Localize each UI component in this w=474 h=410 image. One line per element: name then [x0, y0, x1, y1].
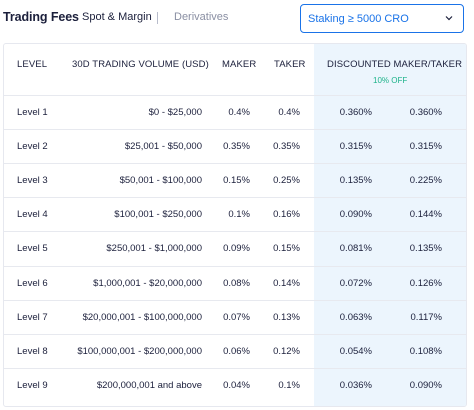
cell-taker: 0.4% [278, 107, 300, 118]
cell-maker: 0.1% [228, 209, 250, 220]
cell-discounted-taker: 0.117% [410, 312, 442, 323]
cell-discounted-maker: 0.063% [339, 312, 372, 323]
staking-tier-value: Staking ≥ 5000 CRO [308, 13, 409, 25]
cell-level: Level 7 [17, 312, 48, 323]
cell-level: Level 5 [17, 243, 48, 254]
row-divider [4, 197, 466, 198]
cell-level: Level 2 [17, 141, 48, 152]
cell-taker: 0.15% [273, 243, 300, 254]
cell-discounted-maker: 0.081% [339, 243, 372, 254]
tab-divider [157, 12, 158, 24]
row-divider [4, 231, 466, 232]
tab-spot-margin[interactable]: Spot & Margin [82, 11, 152, 23]
cell-level: Level 9 [17, 380, 48, 391]
cell-discounted-maker: 0.315% [339, 141, 372, 152]
cell-level: Level 4 [17, 209, 48, 220]
cell-volume: $1,000,001 - $20,000,000 [93, 278, 202, 289]
cell-discounted-taker: 0.225% [409, 175, 442, 186]
cell-discounted-taker: 0.135% [409, 243, 442, 254]
cell-discounted-taker: 0.315% [409, 141, 442, 152]
fee-header: Trading Fees Spot & Margin Derivatives S… [0, 0, 474, 38]
cell-volume: $100,000,001 - $200,000,000 [77, 346, 202, 357]
cell-maker: 0.07% [223, 312, 250, 323]
cell-discounted-maker: 0.090% [339, 209, 372, 220]
cell-volume: $100,001 - $250,000 [114, 209, 202, 220]
cell-discounted-maker: 0.360% [339, 107, 372, 118]
row-divider [4, 334, 466, 335]
row-divider [4, 129, 466, 130]
row-divider [4, 368, 466, 369]
column-header-maker: MAKER [222, 59, 257, 70]
cell-volume: $20,000,001 - $100,000,000 [82, 312, 202, 323]
cell-maker: 0.09% [223, 243, 250, 254]
cell-discounted-taker: 0.360% [409, 107, 442, 118]
discount-badge: 10% OFF [373, 76, 408, 85]
cell-volume: $25,001 - $50,000 [124, 141, 202, 152]
cell-taker: 0.13% [273, 312, 300, 323]
cell-taker: 0.16% [273, 209, 300, 220]
cell-volume: $0 - $25,000 [148, 107, 202, 118]
cell-discounted-maker: 0.135% [339, 175, 372, 186]
cell-level: Level 1 [17, 107, 48, 118]
cell-discounted-maker: 0.072% [339, 278, 372, 289]
cell-level: Level 6 [17, 278, 48, 289]
cell-taker: 0.35% [273, 141, 300, 152]
cell-level: Level 8 [17, 346, 48, 357]
cell-maker: 0.06% [223, 346, 250, 357]
fee-table: LEVEL 30D TRADING VOLUME (USD) MAKER TAK… [3, 43, 467, 407]
chevron-down-icon [445, 16, 453, 21]
column-header-taker: TAKER [274, 59, 306, 70]
cell-volume: $250,001 - $1,000,000 [106, 243, 202, 254]
discount-column-highlight [314, 44, 466, 406]
cell-discounted-maker: 0.036% [339, 380, 372, 391]
cell-taker: 0.14% [273, 278, 300, 289]
page-title: Trading Fees [3, 10, 79, 24]
cell-taker: 0.25% [273, 175, 300, 186]
cell-taker: 0.12% [273, 346, 300, 357]
column-header-volume: 30D TRADING VOLUME (USD) [72, 59, 209, 70]
cell-maker: 0.35% [223, 141, 250, 152]
cell-level: Level 3 [17, 175, 48, 186]
cell-volume: $200,000,001 and above [96, 380, 202, 391]
column-header-discounted: DISCOUNTED MAKER/TAKER [327, 59, 463, 70]
cell-maker: 0.04% [223, 380, 250, 391]
cell-discounted-maker: 0.054% [339, 346, 372, 357]
cell-discounted-taker: 0.126% [409, 278, 442, 289]
tab-derivatives[interactable]: Derivatives [174, 11, 229, 23]
row-divider [4, 266, 466, 267]
row-divider [4, 95, 466, 96]
cell-maker: 0.15% [223, 175, 250, 186]
cell-maker: 0.08% [223, 278, 250, 289]
cell-discounted-taker: 0.090% [409, 380, 442, 391]
cell-discounted-taker: 0.108% [409, 346, 442, 357]
column-header-level: LEVEL [17, 59, 48, 70]
cell-volume: $50,001 - $100,000 [119, 175, 202, 186]
row-divider [4, 300, 466, 301]
cell-discounted-taker: 0.144% [409, 209, 442, 220]
cell-taker: 0.1% [278, 380, 300, 391]
staking-tier-select[interactable]: Staking ≥ 5000 CRO [300, 4, 464, 33]
cell-maker: 0.4% [228, 107, 250, 118]
row-divider [4, 163, 466, 164]
